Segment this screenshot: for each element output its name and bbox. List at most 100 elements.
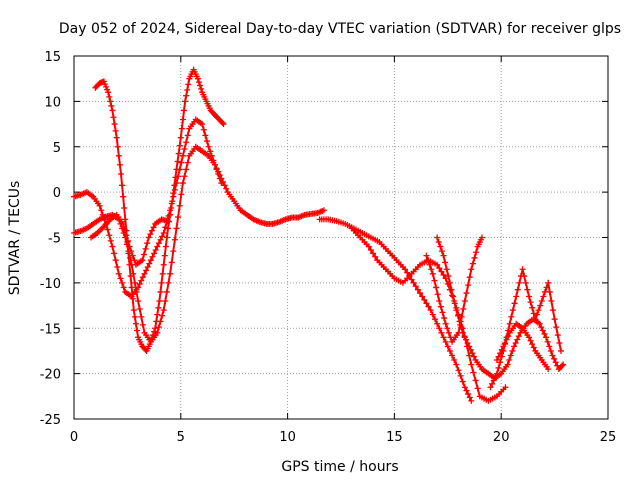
data-point: [468, 397, 475, 404]
data-point: [139, 274, 146, 281]
data-point: [162, 298, 169, 305]
x-axis-label: GPS time / hours: [281, 459, 398, 475]
data-point: [143, 267, 150, 274]
data-point: [159, 312, 166, 319]
data-point: [514, 336, 521, 343]
data-point: [154, 311, 161, 318]
data-point: [461, 298, 468, 305]
data-point: [205, 143, 212, 150]
data-point: [170, 190, 177, 197]
data-point: [464, 339, 471, 346]
data-point: [548, 298, 555, 305]
data-point: [466, 394, 473, 401]
data-point: [493, 370, 500, 377]
data-point: [495, 353, 502, 360]
x-tick-label: 25: [600, 430, 617, 445]
data-point: [419, 293, 426, 300]
data-point: [122, 216, 129, 223]
data-point: [467, 346, 474, 353]
x-tick-label: 5: [177, 430, 185, 445]
data-point: [198, 85, 205, 92]
data-point: [540, 293, 547, 300]
data-point: [175, 150, 182, 157]
data-point: [436, 298, 443, 305]
data-point: [443, 266, 450, 273]
data-point: [162, 243, 169, 250]
data-point: [404, 269, 411, 276]
data-point: [487, 384, 494, 391]
data-point: [535, 307, 542, 314]
data-point: [215, 170, 222, 177]
data-point: [179, 152, 186, 159]
data-point: [560, 361, 567, 368]
data-point: [119, 182, 126, 189]
data-point: [146, 260, 153, 267]
data-point: [160, 307, 167, 314]
data-point: [110, 114, 117, 121]
data-point: [437, 303, 444, 310]
data-point: [457, 372, 464, 379]
data-point: [449, 352, 456, 359]
data-point: [436, 325, 443, 332]
data-point: [139, 321, 146, 328]
data-point: [108, 102, 115, 109]
data-point: [207, 148, 214, 155]
data-point: [434, 234, 441, 241]
data-point: [183, 92, 190, 99]
data-point: [512, 339, 519, 346]
data-point: [179, 180, 186, 187]
data-point: [442, 259, 449, 266]
data-point: [120, 193, 127, 200]
data-point: [150, 224, 157, 231]
data-point: [151, 250, 158, 257]
data-point: [434, 291, 441, 298]
data-point: [498, 346, 505, 353]
data-point: [545, 366, 552, 373]
data-point: [104, 86, 111, 93]
data-point: [156, 298, 163, 305]
data-point: [451, 300, 458, 307]
data-point: [117, 170, 124, 177]
data-point: [161, 252, 168, 259]
data-point: [100, 78, 107, 85]
data-point: [537, 302, 544, 309]
data-point: [144, 240, 151, 247]
data-point: [438, 248, 445, 255]
data-point: [500, 343, 507, 350]
data-point: [524, 286, 531, 293]
data-point: [178, 191, 185, 198]
data-point: [547, 347, 554, 354]
data-point: [157, 288, 164, 295]
x-tick-label: 10: [279, 430, 296, 445]
data-point: [546, 343, 553, 350]
data-point: [184, 159, 191, 166]
data-point: [107, 237, 114, 244]
data-point: [437, 243, 444, 250]
data-point: [421, 296, 428, 303]
data-point: [463, 387, 470, 394]
data-point: [155, 240, 162, 247]
data-point: [472, 377, 479, 384]
data-point: [179, 116, 186, 123]
data-point: [434, 261, 441, 268]
data-point: [200, 126, 207, 133]
data-point: [543, 334, 550, 341]
data-point: [116, 161, 123, 168]
data-point: [164, 225, 171, 232]
data-point: [163, 288, 170, 295]
data-point: [109, 107, 116, 114]
data-point: [465, 282, 472, 289]
data-point: [164, 218, 171, 225]
data-point: [490, 377, 497, 384]
data-point: [121, 226, 128, 233]
data-point: [139, 257, 146, 264]
data-point: [218, 180, 225, 187]
data-point: [505, 333, 512, 340]
data-point: [115, 152, 122, 159]
data-point: [410, 279, 417, 286]
data-point: [171, 182, 178, 189]
data-point: [529, 341, 536, 348]
data-point: [101, 81, 108, 88]
data-point: [181, 173, 188, 180]
